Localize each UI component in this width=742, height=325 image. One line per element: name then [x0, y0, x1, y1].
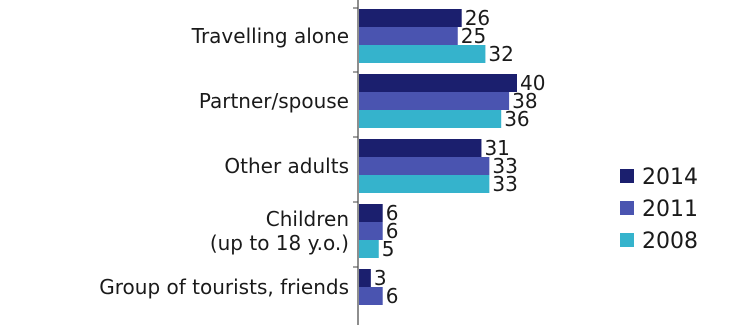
category-label: Travelling alone — [191, 24, 349, 48]
data-label: 3 — [374, 266, 387, 290]
bar-2011 — [359, 287, 383, 305]
category-label: (up to 18 y.o.) — [210, 231, 349, 255]
data-label: 31 — [484, 136, 509, 160]
data-label: 38 — [512, 89, 537, 113]
legend-label: 2011 — [642, 197, 698, 222]
data-label: 6 — [386, 284, 399, 308]
category-label: Partner/spouse — [199, 89, 349, 113]
bar-2014 — [359, 74, 517, 92]
bar-2011 — [359, 27, 458, 45]
bar-2008 — [359, 175, 490, 193]
data-label: 33 — [492, 172, 517, 196]
bar-2011 — [359, 92, 510, 110]
legend-swatch-2014 — [620, 169, 634, 183]
data-label: 6 — [386, 219, 399, 243]
category-label: Children — [266, 207, 349, 231]
category-label: Group of tourists, friends — [99, 275, 349, 299]
legend-label: 2014 — [642, 165, 698, 190]
data-label: 6 — [386, 201, 399, 225]
data-label: 26 — [465, 6, 490, 30]
chart-frame — [353, 0, 359, 325]
bar-2014 — [359, 204, 383, 222]
bar-2014 — [359, 269, 371, 287]
legend: 2014 2011 2008 — [620, 165, 698, 254]
legend-label: 2008 — [642, 229, 698, 254]
bars-layer — [359, 9, 517, 305]
bar-2011 — [359, 157, 490, 175]
data-label: 32 — [488, 42, 513, 66]
category-label: Other adults — [224, 154, 349, 178]
data-label: 25 — [461, 24, 486, 48]
bar-2008 — [359, 45, 486, 63]
data-label: 33 — [492, 154, 517, 178]
bar-2011 — [359, 222, 383, 240]
bar-2014 — [359, 139, 482, 157]
bar-2008 — [359, 110, 502, 128]
data-label: 5 — [382, 237, 395, 261]
data-label: 36 — [504, 107, 529, 131]
data-label: 40 — [520, 71, 545, 95]
bar-2014 — [359, 9, 462, 27]
legend-swatch-2008 — [620, 233, 634, 247]
bar-2008 — [359, 240, 379, 258]
category-labels-layer: Travelling alone Partner/spouse Other adul… — [99, 24, 349, 299]
legend-swatch-2011 — [620, 201, 634, 215]
